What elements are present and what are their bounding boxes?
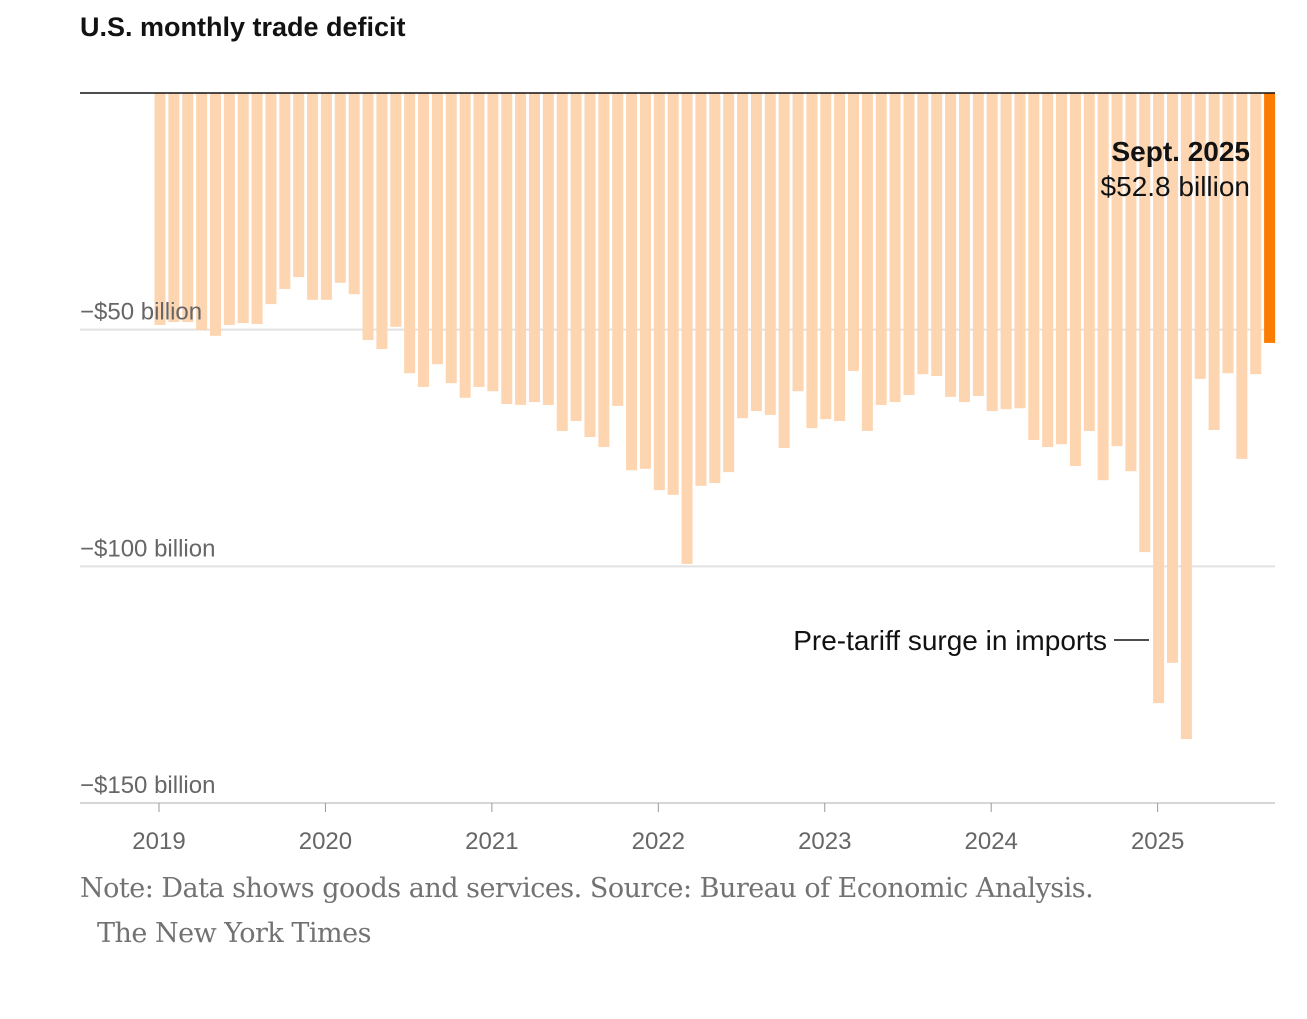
bar [1083, 93, 1095, 431]
bar [251, 93, 263, 324]
bar [1264, 93, 1276, 343]
bar [459, 93, 471, 398]
y-tick-label: −$100 billion [80, 535, 215, 562]
bar [168, 93, 180, 323]
bar [1180, 93, 1192, 740]
bar [334, 93, 346, 283]
x-tick-label: 2025 [1131, 828, 1184, 855]
bar [1167, 93, 1179, 663]
bar [1000, 93, 1012, 410]
bar [848, 93, 859, 371]
bar [279, 93, 291, 289]
bar [390, 93, 402, 327]
bar [265, 93, 277, 305]
bar [542, 93, 554, 405]
bar [598, 93, 610, 448]
bar-chart: −$50 billion −$100 billion −$150 billion 20… [80, 92, 1276, 855]
bar [639, 93, 651, 469]
bar [723, 93, 735, 473]
bar [861, 93, 873, 431]
bar [931, 93, 943, 377]
x-tick-label: 2022 [632, 828, 685, 855]
bar [528, 93, 540, 403]
bar [709, 93, 721, 484]
bar [196, 93, 208, 331]
bar [972, 93, 984, 396]
bar [320, 93, 332, 300]
bar [986, 93, 998, 412]
bar [875, 93, 887, 405]
x-tick-label: 2019 [132, 828, 185, 855]
bar [681, 93, 693, 564]
y-tick-label: −$150 billion [80, 772, 215, 799]
bar [834, 93, 846, 422]
bar [750, 93, 762, 412]
bar [570, 93, 582, 422]
x-tick-label: 2024 [965, 828, 1018, 855]
credit: The New York Times [97, 918, 371, 949]
bar [695, 93, 707, 486]
bar [1097, 93, 1109, 481]
bar [1139, 93, 1151, 553]
bar [667, 93, 679, 495]
bar [1222, 93, 1234, 374]
bar [806, 93, 818, 429]
bar [1194, 93, 1206, 379]
x-tick-label: 2021 [465, 828, 518, 855]
bar [556, 93, 568, 431]
bar [1028, 93, 1040, 440]
x-tick-label: 2020 [299, 828, 352, 855]
bar [945, 93, 957, 397]
bar [1250, 93, 1262, 375]
bar [431, 93, 443, 365]
bar [418, 93, 430, 387]
source-note: Note: Data shows goods and services. Sou… [80, 873, 1094, 904]
surge-annotation: Pre-tariff surge in imports [793, 625, 1107, 656]
bar [1111, 93, 1123, 447]
y-tick-label: −$50 billion [80, 299, 202, 326]
bar [653, 93, 665, 491]
bar [154, 93, 166, 325]
bar [889, 93, 901, 403]
bar [445, 93, 457, 384]
bar [737, 93, 749, 419]
bar [1125, 93, 1137, 472]
bar [792, 93, 804, 392]
bar [1014, 93, 1026, 409]
bar [1042, 93, 1054, 448]
bar [1056, 93, 1068, 445]
bar [1153, 93, 1165, 704]
bar [182, 93, 194, 323]
bar [501, 93, 513, 404]
bar [307, 93, 319, 300]
bar [237, 93, 249, 324]
bar [362, 93, 374, 341]
bar [487, 93, 499, 392]
latest-label: Sept. 2025 [1111, 136, 1250, 167]
x-tick-label: 2023 [798, 828, 851, 855]
bar [903, 93, 915, 395]
latest-value: $52.8 billion [1101, 171, 1250, 202]
bar [515, 93, 527, 405]
bar [376, 93, 388, 350]
bar [1208, 93, 1220, 431]
bar [473, 93, 485, 387]
bar [917, 93, 929, 375]
chart-title: U.S. monthly trade deficit [80, 12, 406, 42]
bar [958, 93, 970, 403]
bar [584, 93, 596, 438]
bar [348, 93, 360, 295]
bar [820, 93, 832, 420]
bar [404, 93, 416, 374]
bar [764, 93, 776, 415]
bar [1236, 93, 1248, 459]
bar [626, 93, 638, 471]
bar [778, 93, 790, 448]
bar [209, 93, 221, 336]
bar [612, 93, 624, 406]
bar [293, 93, 305, 278]
bar [1069, 93, 1081, 466]
bar [223, 93, 235, 325]
